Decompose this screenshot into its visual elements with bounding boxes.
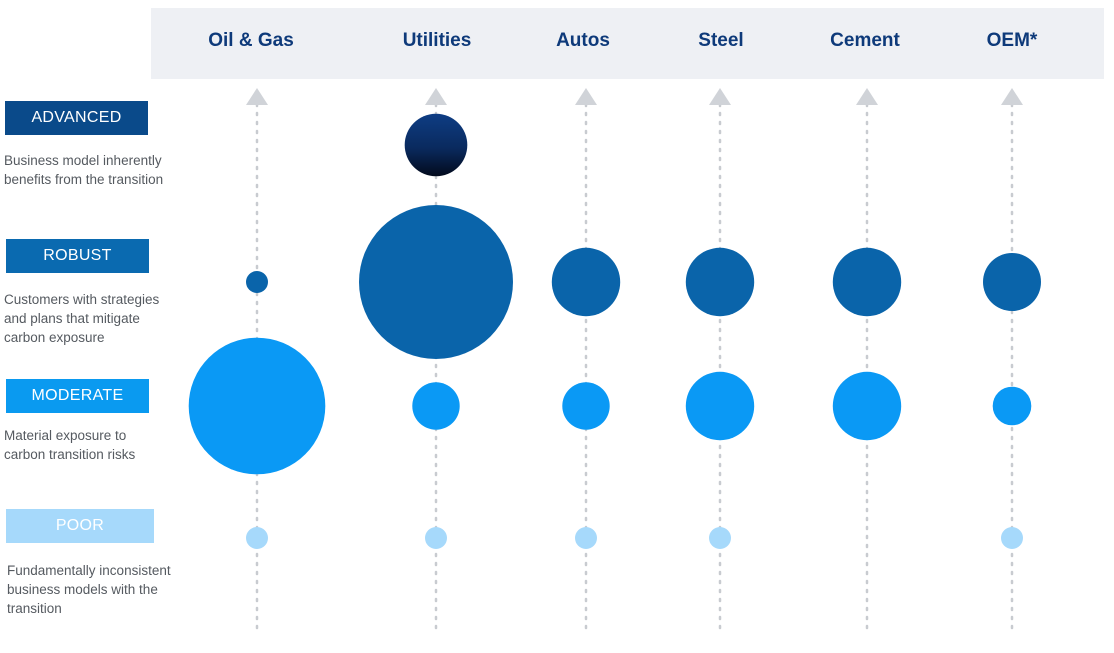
bubble-autos-moderate: [562, 382, 610, 430]
level-badge-robust: ROBUST: [6, 239, 149, 273]
level-description-robust: Customers with strategies and plans that…: [4, 290, 204, 347]
bubble-steel-robust: [685, 247, 755, 317]
category-label-utilities: Utilities: [402, 30, 472, 51]
axis-arrow-oil-gas: [246, 88, 268, 105]
bubble-utilities-robust: [359, 205, 513, 359]
bubble-oil-gas-robust: [246, 271, 268, 293]
bubble-utilities-advanced: [404, 113, 468, 177]
bubble-cement-robust: [832, 247, 902, 317]
bubble-steel-moderate: [685, 371, 755, 441]
level-description-line: and plans that mitigate: [4, 311, 140, 326]
level-description-line: benefits from the transition: [4, 172, 164, 187]
level-description-poor: Fundamentally inconsistent business mode…: [7, 561, 207, 618]
bubble-utilities-moderate: [412, 382, 460, 430]
category-header-band: [151, 8, 1104, 79]
level-description-line: Fundamentally inconsistent: [7, 563, 171, 578]
level-description-line: carbon exposure: [4, 330, 105, 345]
category-label-cement: Cement: [830, 30, 900, 51]
bubble-oil-gas-poor: [246, 527, 268, 549]
category-label-steel: Steel: [698, 30, 744, 51]
axis-arrow-cement: [856, 88, 878, 105]
category-label-autos: Autos: [556, 30, 610, 51]
bubble-autos-poor: [575, 527, 597, 549]
level-badge-poor: POOR: [6, 509, 154, 543]
bubble-autos-robust: [551, 247, 621, 317]
level-description-advanced: Business model inherently benefits from …: [4, 151, 204, 189]
axis-arrow-autos: [575, 88, 597, 105]
axis-arrow-utilities: [425, 88, 447, 105]
level-description-line: Customers with strategies: [4, 292, 160, 307]
level-badge-advanced: ADVANCED: [5, 101, 148, 135]
category-label-oil-gas: Oil & Gas: [208, 30, 294, 51]
bubble-utilities-poor: [425, 527, 447, 549]
level-description-line: carbon transition risks: [4, 447, 136, 462]
level-description-line: business models with the: [7, 582, 158, 597]
bubble-oem-robust: [983, 253, 1041, 311]
bubble-oem-poor: [1001, 527, 1023, 549]
bubble-oil-gas-moderate: [188, 337, 326, 475]
category-label-oem: OEM*: [986, 30, 1038, 51]
bubble-oem-moderate: [992, 386, 1032, 426]
level-description-line: transition: [7, 601, 62, 616]
level-description-line: Business model inherently: [4, 153, 162, 168]
bubble-cement-moderate: [832, 371, 902, 441]
level-description-line: Material exposure to: [4, 428, 127, 443]
bubble-steel-poor: [709, 527, 731, 549]
level-description-moderate: Material exposure to carbon transition r…: [4, 426, 204, 464]
axis-arrow-steel: [709, 88, 731, 105]
axis-arrow-oem: [1001, 88, 1023, 105]
level-badge-moderate: MODERATE: [6, 379, 149, 413]
